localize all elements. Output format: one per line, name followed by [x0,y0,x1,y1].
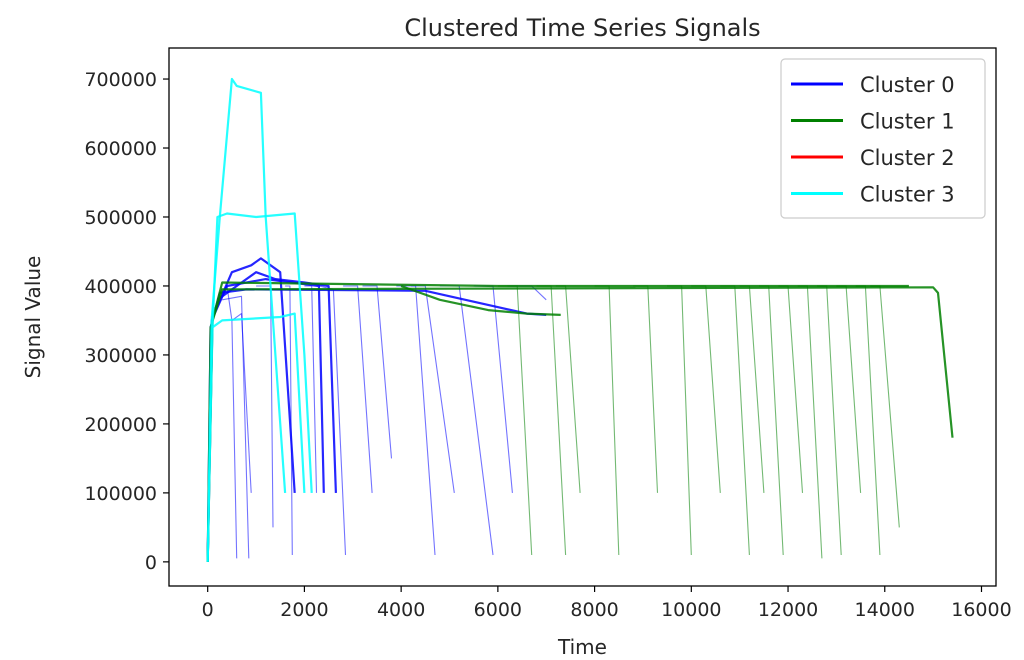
series-3-trace-1 [206,212,313,562]
series-0-trace-7 [256,285,274,528]
series-0-trace-13 [396,285,436,556]
legend-label-3: Cluster 3 [860,183,955,207]
series-0-trace-3 [216,271,337,493]
series-0-trace-15 [439,285,494,556]
y-tick-label: 700000 [84,69,157,91]
series-0-trace-11 [343,285,373,493]
series-0-trace-2 [206,257,296,562]
chart-title: Clustered Time Series Signals [404,14,760,42]
series-1-trace-13 [778,285,804,493]
series-1-trace-2 [400,284,561,316]
series-0-trace-6 [231,313,252,493]
series-1-trace-4 [536,285,567,556]
y-tick-label: 500000 [84,207,157,229]
series-0-trace-8 [285,285,293,556]
x-tick-label: 4000 [377,599,425,621]
y-tick-label: 0 [145,552,157,574]
series-0-trace-1 [206,278,325,562]
plot-traces [206,77,954,562]
series-1-trace-3 [497,285,533,556]
x-tick-label: 8000 [570,599,618,621]
series-1-trace-17 [855,285,881,556]
series-3 [206,77,313,562]
series-0-trace-5 [226,285,238,559]
legend-label-2: Cluster 2 [860,146,955,170]
x-axis-label: Time [557,635,607,659]
series-0 [206,257,547,562]
y-tick-label: 400000 [84,276,157,298]
y-tick-label: 200000 [84,414,157,436]
legend-label-0: Cluster 0 [860,73,955,97]
series-1-trace-18 [870,285,900,528]
legend: Cluster 0 Cluster 1 Cluster 2 Cluster 3 [780,58,986,219]
series-1-trace-5 [555,285,581,493]
series-3-trace-2 [211,312,306,493]
series-0-trace-12 [362,285,393,459]
x-tick-label: 0 [202,599,214,621]
legend-label-1: Cluster 1 [860,110,955,134]
series-1-trace-12 [759,285,784,556]
series-1-trace-10 [720,285,750,556]
y-axis: 0 100000 200000 300000 400000 500000 600000 700… [84,69,169,574]
x-tick-label: 10000 [661,599,721,621]
y-tick-label: 100000 [84,483,157,505]
series-0-trace-16 [473,285,513,493]
series-0-trace-9 [304,285,318,493]
x-tick-label: 16000 [951,599,1011,621]
x-tick-label: 14000 [855,599,915,621]
series-1-trace-11 [739,285,765,493]
x-tick-label: 6000 [474,599,522,621]
y-tick-label: 600000 [84,138,157,160]
series-1-trace-9 [691,285,721,493]
series-1-trace-15 [817,285,842,556]
series-1-trace-7 [633,285,659,493]
series-1-trace-14 [797,285,823,559]
x-tick-label: 2000 [280,599,328,621]
series-1-trace-16 [836,285,862,493]
series-0-trace-0 [206,288,547,562]
series-1-trace-8 [667,285,692,556]
y-axis-label: Signal Value [21,256,45,379]
plot-frame [168,47,997,587]
x-tick-label: 12000 [758,599,818,621]
y-tick-label: 300000 [84,345,157,367]
x-axis: 0 2000 4000 6000 8000 10000 12000 14000 16000 [202,586,1012,621]
legend-box [780,58,986,219]
series-1-trace-6 [594,285,620,556]
